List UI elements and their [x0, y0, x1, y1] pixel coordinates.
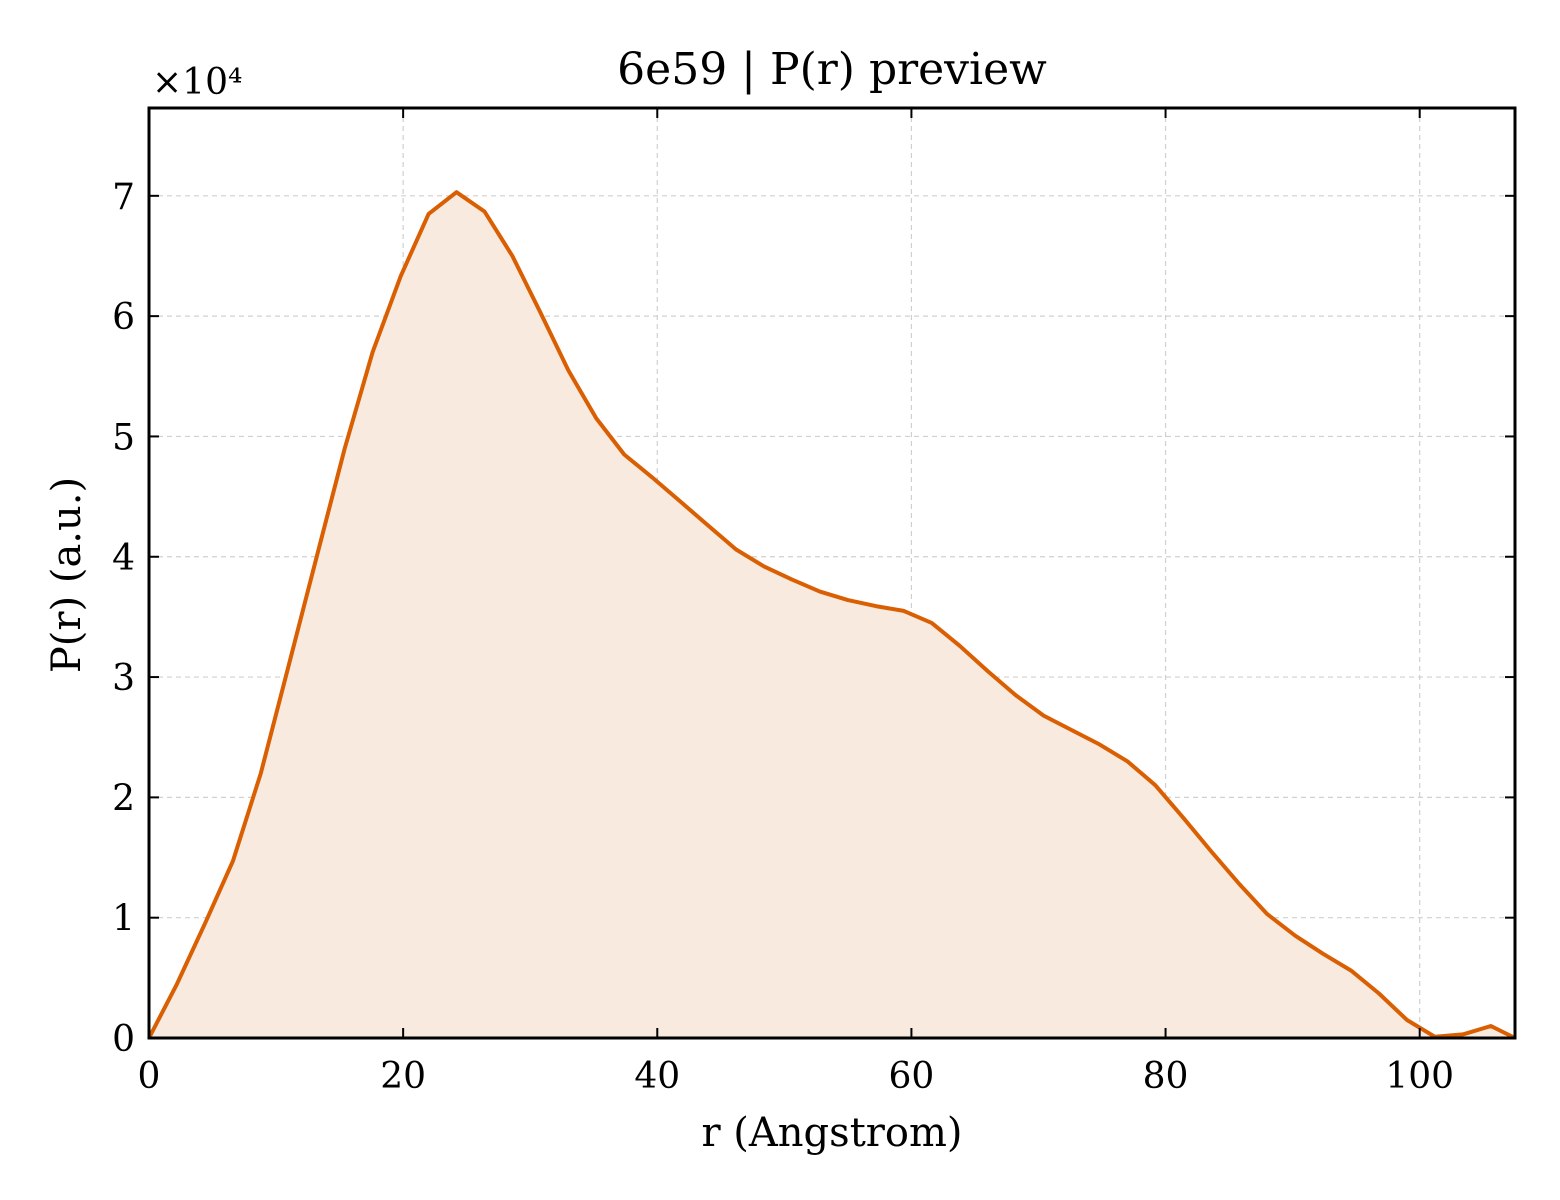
y-tick-label: 7 [112, 177, 135, 218]
x-tick-label: 20 [380, 1056, 426, 1097]
x-tick-label: 60 [889, 1056, 935, 1097]
pr-area-fill [149, 192, 1515, 1038]
y-tick-label: 0 [112, 1019, 135, 1060]
y-multiplier-label: ×10⁴ [152, 62, 242, 103]
x-tick-label: 40 [634, 1056, 680, 1097]
axis-ticks: 0 20 40 60 80 100 0 1 2 3 4 5 6 7 [112, 108, 1515, 1097]
y-axis-label: P(r) (a.u.) [44, 477, 90, 673]
y-tick-label: 2 [112, 778, 135, 819]
pr-series-line [147, 190, 1516, 1040]
y-tick-label: 4 [112, 538, 135, 579]
chart-title: 6e59 | P(r) preview [617, 44, 1047, 95]
y-tick-label: 1 [112, 899, 135, 940]
y-tick-label: 3 [112, 658, 135, 699]
x-tick-label: 0 [138, 1056, 161, 1097]
plot-frame [147, 106, 1517, 1040]
x-tick-label: 100 [1385, 1056, 1454, 1097]
y-tick-label: 5 [112, 417, 135, 458]
x-tick-label: 80 [1143, 1056, 1189, 1097]
x-axis-label: r (Angstrom) [701, 1110, 962, 1156]
y-tick-label: 6 [112, 297, 135, 338]
